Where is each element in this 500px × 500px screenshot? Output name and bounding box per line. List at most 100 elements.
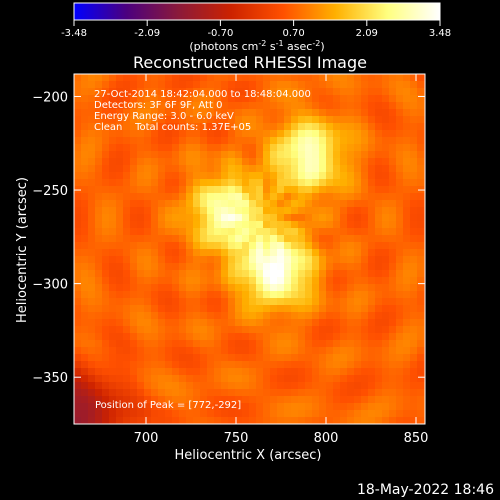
heatmap-pixel bbox=[333, 270, 341, 278]
heatmap-pixel bbox=[312, 396, 320, 404]
heatmap-pixel bbox=[200, 74, 208, 82]
heatmap-pixel bbox=[88, 130, 96, 138]
heatmap-pixel bbox=[389, 298, 397, 306]
heatmap-pixel bbox=[144, 333, 152, 341]
heatmap-pixel bbox=[228, 333, 236, 341]
heatmap-pixel bbox=[312, 214, 320, 222]
heatmap-pixel bbox=[256, 74, 264, 82]
heatmap-pixel bbox=[74, 382, 82, 390]
heatmap-pixel bbox=[109, 347, 117, 355]
heatmap-pixel bbox=[144, 109, 152, 117]
heatmap-pixel bbox=[319, 312, 327, 320]
heatmap-pixel bbox=[151, 109, 159, 117]
y-axis-label: Heliocentric Y (arcsec) bbox=[15, 177, 30, 323]
heatmap-pixel bbox=[235, 284, 243, 292]
heatmap-pixel bbox=[298, 270, 306, 278]
heatmap-pixel bbox=[193, 368, 201, 376]
heatmap-pixel bbox=[417, 81, 425, 89]
heatmap-pixel bbox=[361, 193, 369, 201]
heatmap-pixel bbox=[291, 298, 299, 306]
heatmap-pixel bbox=[333, 242, 341, 250]
heatmap-pixel bbox=[137, 109, 145, 117]
heatmap-pixel bbox=[109, 312, 117, 320]
heatmap-pixel bbox=[277, 109, 285, 117]
heatmap-pixel bbox=[172, 214, 180, 222]
heatmap-pixel bbox=[389, 165, 397, 173]
heatmap-pixel bbox=[291, 319, 299, 327]
heatmap-pixel bbox=[242, 340, 250, 348]
heatmap-pixel bbox=[228, 291, 236, 299]
heatmap-pixel bbox=[249, 88, 257, 96]
heatmap-pixel bbox=[375, 417, 383, 424]
heatmap-pixel bbox=[284, 235, 292, 243]
heatmap-pixel bbox=[340, 375, 348, 383]
heatmap-pixel bbox=[95, 235, 103, 243]
heatmap-pixel bbox=[347, 284, 355, 292]
heatmap-pixel bbox=[144, 165, 152, 173]
heatmap-pixel bbox=[235, 291, 243, 299]
heatmap-pixel bbox=[417, 340, 425, 348]
heatmap-pixel bbox=[389, 354, 397, 362]
heatmap-pixel bbox=[144, 88, 152, 96]
heatmap-pixel bbox=[186, 291, 194, 299]
heatmap-pixel bbox=[326, 298, 334, 306]
heatmap-pixel bbox=[368, 235, 376, 243]
heatmap-pixel bbox=[284, 88, 292, 96]
heatmap-pixel bbox=[158, 102, 166, 110]
heatmap-pixel bbox=[375, 291, 383, 299]
heatmap-pixel bbox=[417, 123, 425, 131]
heatmap-pixel bbox=[347, 158, 355, 166]
heatmap-pixel bbox=[228, 389, 236, 397]
heatmap-pixel bbox=[256, 221, 264, 229]
heatmap-pixel bbox=[81, 298, 89, 306]
heatmap-pixel bbox=[284, 151, 292, 159]
heatmap-pixel bbox=[382, 340, 390, 348]
heatmap-pixel bbox=[249, 354, 257, 362]
heatmap-pixel bbox=[207, 193, 215, 201]
heatmap-pixel bbox=[270, 214, 278, 222]
heatmap-pixel bbox=[319, 340, 327, 348]
heatmap-pixel bbox=[270, 319, 278, 327]
heatmap-pixel bbox=[361, 277, 369, 285]
heatmap-pixel bbox=[81, 95, 89, 103]
heatmap-pixel bbox=[340, 130, 348, 138]
heatmap-pixel bbox=[354, 326, 362, 334]
heatmap-pixel bbox=[277, 144, 285, 152]
heatmap-pixel bbox=[151, 193, 159, 201]
heatmap-pixel bbox=[382, 305, 390, 313]
heatmap-pixel bbox=[242, 312, 250, 320]
heatmap-pixel bbox=[403, 375, 411, 383]
heatmap-pixel bbox=[221, 375, 229, 383]
heatmap-pixel bbox=[347, 382, 355, 390]
heatmap-pixel bbox=[81, 305, 89, 313]
heatmap-pixel bbox=[326, 130, 334, 138]
heatmap-pixel bbox=[361, 116, 369, 124]
heatmap-pixel bbox=[361, 284, 369, 292]
heatmap-pixel bbox=[410, 389, 418, 397]
heatmap-pixel bbox=[144, 417, 152, 424]
heatmap-pixel bbox=[361, 186, 369, 194]
heatmap-pixel bbox=[130, 165, 138, 173]
heatmap-pixel bbox=[417, 74, 425, 82]
heatmap-pixel bbox=[284, 179, 292, 187]
heatmap-pixel bbox=[382, 235, 390, 243]
heatmap-pixel bbox=[144, 200, 152, 208]
heatmap-pixel bbox=[130, 123, 138, 131]
heatmap-pixel bbox=[207, 186, 215, 194]
heatmap-pixel bbox=[200, 291, 208, 299]
heatmap-pixel bbox=[417, 291, 425, 299]
heatmap-pixel bbox=[144, 235, 152, 243]
heatmap-pixel bbox=[375, 319, 383, 327]
heatmap-pixel bbox=[81, 214, 89, 222]
heatmap-pixel bbox=[214, 361, 222, 369]
heatmap-pixel bbox=[368, 389, 376, 397]
heatmap-pixel bbox=[193, 186, 201, 194]
heatmap-pixel bbox=[298, 130, 306, 138]
heatmap-pixel bbox=[417, 389, 425, 397]
heatmap-pixel bbox=[137, 151, 145, 159]
heatmap-pixel bbox=[88, 137, 96, 145]
heatmap-pixel bbox=[347, 207, 355, 215]
heatmap-pixel bbox=[410, 347, 418, 355]
heatmap-pixel bbox=[396, 200, 404, 208]
heatmap-pixel bbox=[382, 291, 390, 299]
